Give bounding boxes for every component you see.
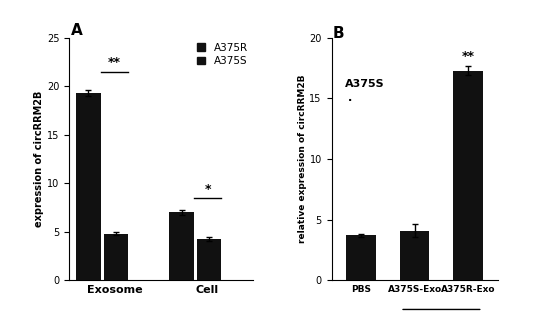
Text: **: **: [108, 56, 121, 69]
Text: **: **: [462, 50, 474, 63]
Y-axis label: expression of circRRM2B: expression of circRRM2B: [34, 91, 44, 227]
Legend: A375R, A375S: A375R, A375S: [197, 43, 248, 66]
Bar: [197, 239, 221, 280]
Y-axis label: relative expression of circRRM2B: relative expression of circRRM2B: [298, 75, 307, 243]
Text: A: A: [71, 23, 83, 38]
Text: *: *: [204, 183, 211, 196]
Bar: [453, 71, 483, 280]
Bar: [346, 236, 375, 280]
Text: A375S: A375S: [345, 79, 384, 89]
Bar: [76, 93, 101, 280]
Bar: [400, 231, 429, 280]
Bar: [104, 234, 128, 280]
Text: .: .: [348, 93, 352, 103]
Bar: [169, 212, 194, 280]
Text: B: B: [332, 26, 344, 41]
